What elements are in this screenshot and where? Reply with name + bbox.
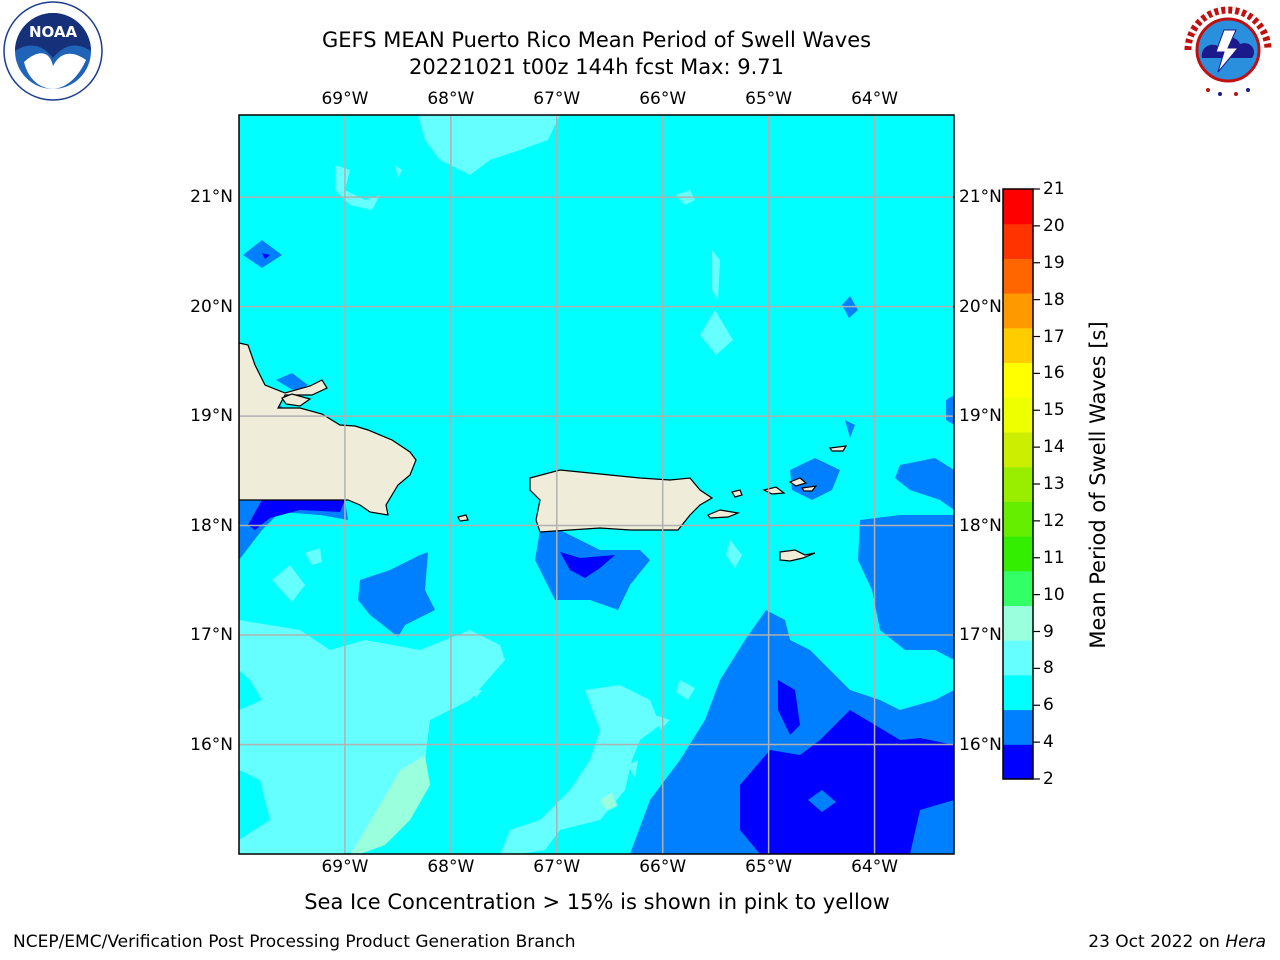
swell-4-6-inner — [808, 790, 836, 812]
lon-label-bottom: 69°W — [321, 857, 369, 877]
lat-label-left: 21°N — [190, 187, 233, 208]
colorbar-tick-label: 20 — [1043, 215, 1065, 236]
colorbar-segment — [1003, 293, 1033, 329]
colorbar-tick-label: 19 — [1043, 252, 1065, 273]
lat-label-right: 16°N — [959, 734, 1002, 755]
land — [239, 342, 848, 562]
colorbar-tick-label: 6 — [1043, 695, 1054, 716]
footer-left: NCEP/EMC/Verification Post Processing Pr… — [13, 932, 576, 952]
colorbar-segment — [1003, 640, 1033, 676]
colorbar-tick-label: 2 — [1043, 769, 1054, 789]
colorbar-segment — [1003, 431, 1033, 468]
lon-label-bottom: 65°W — [745, 857, 793, 877]
noaa-logo: NOAA — [3, 1, 103, 101]
lon-label-top: 68°W — [427, 89, 475, 109]
lat-label-left: 18°N — [190, 515, 233, 536]
colorbar-tick-label: 14 — [1043, 437, 1065, 458]
puerto-rico — [529, 469, 714, 533]
lon-label-bottom: 68°W — [427, 857, 475, 877]
colorbar-segment — [1003, 536, 1033, 572]
colorbar-segment — [1003, 258, 1033, 294]
lon-label-top: 67°W — [533, 89, 581, 109]
footer-date: 23 Oct 2022 on — [1088, 932, 1226, 952]
colorbar-segment — [1003, 501, 1033, 537]
colorbar-tick-label: 12 — [1043, 510, 1065, 531]
lat-label-right: 18°N — [959, 515, 1002, 536]
colorbar-segment — [1003, 674, 1033, 711]
lat-label-right: 20°N — [959, 296, 1002, 317]
vieques — [707, 509, 741, 519]
lat-label-right: 17°N — [959, 625, 1002, 646]
hispaniola — [239, 342, 417, 516]
colorbar-tick-label: 16 — [1043, 363, 1065, 384]
noaa-logo-text: NOAA — [29, 23, 78, 41]
lat-label-left: 19°N — [190, 406, 233, 427]
st-croix — [779, 549, 816, 562]
lat-label-left: 16°N — [190, 734, 233, 755]
map-frame — [238, 114, 955, 855]
nws-logo — [1182, 4, 1274, 96]
lat-label-right: 19°N — [959, 406, 1002, 427]
colorbar-label: Mean Period of Swell Waves [s] — [1086, 321, 1110, 649]
lon-label-bottom: 64°W — [851, 857, 899, 877]
colorbar-tick-label: 10 — [1043, 584, 1065, 605]
colorbar — [1002, 188, 1040, 780]
colorbar-segment — [1003, 397, 1033, 433]
lat-label-right: 21°N — [959, 187, 1002, 208]
colorbar-tick-label: 18 — [1043, 289, 1065, 310]
colorbar-tick-label: 17 — [1043, 326, 1065, 347]
colorbar-segment — [1003, 223, 1033, 259]
footer-machine: Hera — [1225, 932, 1266, 952]
footer-right: 23 Oct 2022 on Hera — [1088, 932, 1266, 952]
lon-label-top: 69°W — [321, 89, 369, 109]
swell-2-4-regions — [248, 253, 954, 854]
lon-label-top: 65°W — [745, 89, 793, 109]
colorbar-segment — [1003, 466, 1033, 502]
colorbar-segment — [1003, 744, 1033, 780]
colorbar-tick-label: 21 — [1043, 179, 1065, 199]
swell-9-10-regions — [350, 755, 616, 854]
colorbar-segment — [1003, 570, 1033, 606]
lon-label-bottom: 67°W — [533, 857, 581, 877]
colorbar-segment — [1003, 605, 1033, 641]
sea-ice-note: Sea Ice Concentration > 15% is shown in … — [304, 890, 890, 914]
chart-title: GEFS MEAN Puerto Rico Mean Period of Swe… — [321, 28, 872, 52]
lat-label-left: 20°N — [190, 296, 233, 317]
colorbar-tick-label: 9 — [1043, 621, 1054, 642]
lon-label-top: 66°W — [639, 89, 687, 109]
colorbar-segment — [1003, 327, 1033, 364]
colorbar-tick-label: 8 — [1043, 658, 1054, 679]
swell-8-9-regions — [239, 115, 742, 854]
colorbar-tick-label: 4 — [1043, 732, 1054, 753]
chart-subtitle: 20221021 t00z 144h fcst Max: 9.71 — [409, 55, 784, 79]
colorbar-segment — [1003, 709, 1033, 745]
map-field — [239, 115, 954, 854]
map-grid — [239, 115, 954, 854]
colorbar-tick-label: 13 — [1043, 474, 1065, 494]
colorbar-tick-label: 15 — [1043, 400, 1065, 421]
colorbar-segment — [1003, 189, 1033, 225]
lon-label-top: 64°W — [851, 89, 899, 109]
lat-label-left: 17°N — [190, 625, 233, 646]
colorbar-segment — [1003, 362, 1033, 398]
lon-label-bottom: 66°W — [639, 857, 687, 877]
colorbar-tick-label: 11 — [1043, 547, 1065, 568]
